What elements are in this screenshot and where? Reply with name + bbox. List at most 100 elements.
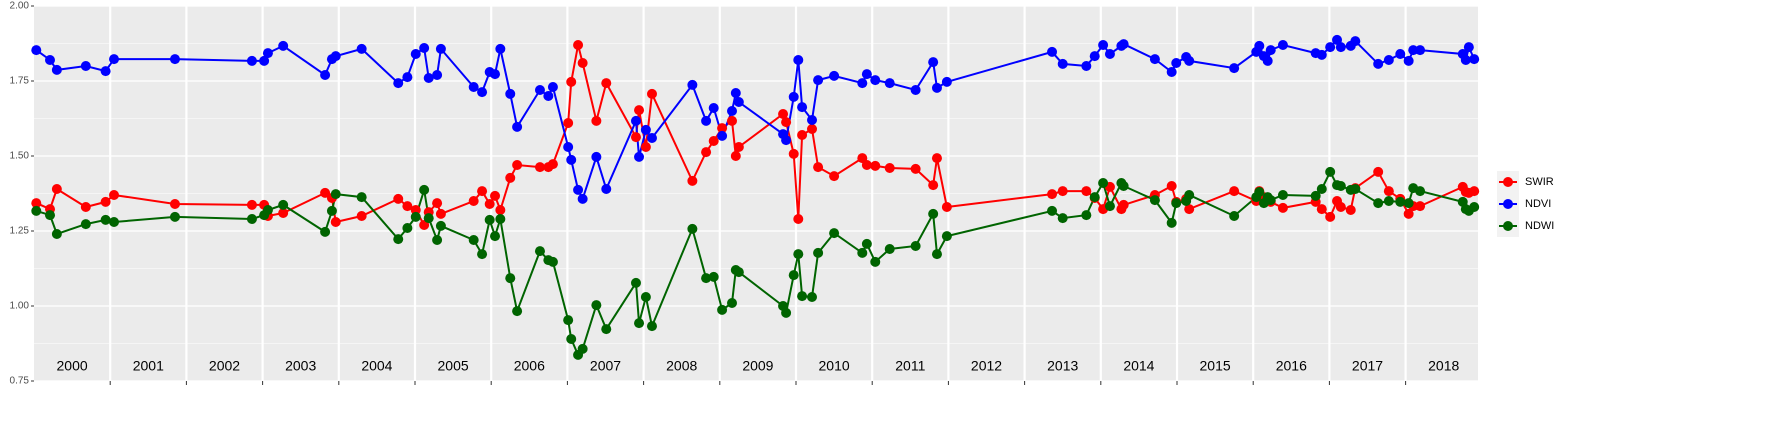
point [726, 298, 737, 308]
point [1265, 195, 1276, 206]
year-label: 2008 [666, 358, 697, 374]
y-tick-label: 1.25 [10, 226, 30, 237]
point [928, 208, 939, 219]
point [1373, 166, 1384, 177]
point [1081, 61, 1092, 71]
point [1415, 45, 1426, 56]
point [51, 229, 62, 239]
point [870, 256, 881, 267]
legend-point [1503, 177, 1513, 187]
point [778, 109, 789, 119]
point [793, 55, 804, 65]
year-label: 2014 [1123, 358, 1154, 374]
point [870, 160, 881, 171]
point [1265, 45, 1276, 56]
point [495, 43, 506, 54]
point [1089, 192, 1100, 203]
legend-point [1503, 199, 1513, 209]
point [1325, 42, 1336, 53]
point [512, 121, 523, 132]
point [1098, 40, 1109, 50]
point [807, 115, 818, 125]
year-label: 2015 [1200, 358, 1231, 374]
point [781, 135, 792, 146]
legend-point [1503, 221, 1513, 231]
year-label: 2011 [895, 358, 925, 374]
point [931, 153, 942, 164]
legend-label: NDWI [1525, 220, 1554, 232]
year-label: 2000 [57, 358, 88, 374]
point [1229, 186, 1240, 197]
point [1373, 198, 1384, 209]
point [730, 151, 741, 161]
point [931, 249, 942, 260]
point [1166, 217, 1177, 228]
point [330, 189, 341, 200]
point [1408, 45, 1419, 56]
point [941, 76, 952, 87]
point [788, 270, 799, 281]
year-label: 2001 [133, 358, 164, 374]
point [1104, 49, 1115, 59]
point [1316, 49, 1327, 60]
point [432, 235, 443, 245]
point [797, 130, 808, 140]
point [512, 306, 523, 317]
point [410, 205, 421, 215]
point [31, 205, 42, 216]
point [630, 115, 641, 126]
point [928, 180, 939, 191]
point [910, 163, 921, 174]
point [1277, 190, 1288, 200]
point [534, 246, 545, 257]
point [884, 244, 895, 254]
point [320, 70, 331, 80]
point [262, 48, 273, 59]
point [1166, 67, 1177, 77]
point [320, 226, 331, 237]
point [563, 315, 574, 326]
point [1395, 49, 1406, 59]
point [884, 163, 895, 173]
point [477, 186, 488, 197]
point [687, 175, 698, 186]
y-tick-label: 0.75 [10, 376, 30, 387]
point [1383, 55, 1394, 65]
point [477, 249, 488, 260]
point [393, 78, 404, 89]
point [591, 300, 602, 311]
point [278, 40, 289, 51]
point [1373, 58, 1384, 69]
point [169, 54, 180, 65]
point [505, 88, 516, 99]
point [701, 273, 712, 284]
point [1316, 204, 1327, 215]
point [543, 91, 554, 101]
point [726, 115, 737, 126]
year-label: 2006 [514, 358, 545, 374]
point [410, 49, 421, 59]
point [646, 133, 657, 143]
point [1469, 186, 1480, 197]
point [708, 271, 719, 282]
y-tick-label: 1.00 [10, 301, 30, 312]
year-label: 2018 [1428, 358, 1459, 374]
point [1277, 202, 1288, 213]
point [435, 208, 446, 219]
point [31, 45, 42, 56]
point [733, 142, 744, 152]
point [1254, 40, 1265, 51]
point [601, 78, 612, 89]
point [468, 82, 479, 92]
year-label: 2009 [742, 358, 773, 374]
point [566, 76, 577, 87]
point [1171, 58, 1182, 68]
point [1463, 42, 1474, 53]
point [246, 214, 257, 224]
point [726, 106, 737, 116]
point [797, 291, 808, 302]
point [100, 66, 111, 77]
point [687, 223, 698, 234]
point [1325, 211, 1336, 222]
